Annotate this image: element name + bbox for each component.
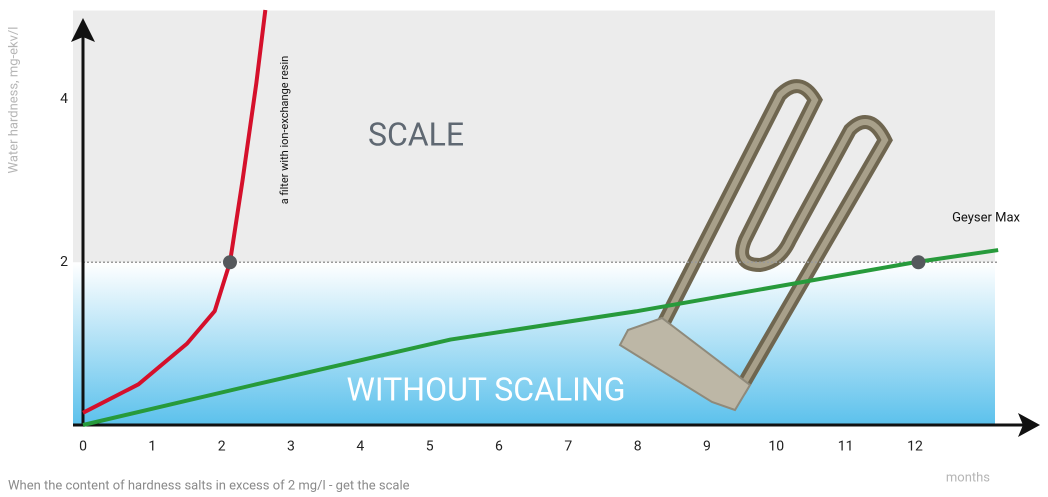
highlight-point — [911, 255, 926, 270]
y-axis-label: Water hardness, mg-ekv/l — [6, 27, 21, 174]
line — [82, 9, 268, 415]
x-axis-arrow — [1018, 413, 1040, 437]
x-tick-label: 2 — [218, 439, 226, 455]
x-tick-label: 0 — [79, 439, 87, 455]
series-label: a filter with ion-exchange resin — [278, 56, 291, 204]
x-tick-label: 9 — [703, 439, 711, 455]
region-label: WITHOUT SCALING — [347, 370, 626, 408]
heating-element-illustration — [618, 79, 893, 412]
x-tick-label: 6 — [495, 439, 503, 455]
series-label: Geyser Max — [952, 210, 1020, 225]
y-axis-arrow — [71, 18, 95, 42]
x-tick-label: 11 — [838, 439, 854, 455]
line — [82, 248, 999, 427]
safe-region — [73, 262, 995, 425]
x-tick-label: 1 — [148, 439, 156, 455]
region-label: SCALE — [368, 115, 464, 153]
x-tick-label: 8 — [634, 439, 642, 455]
x-axis-label: months — [946, 470, 990, 485]
x-tick-label: 5 — [426, 439, 434, 455]
y-tick-label: 4 — [60, 91, 68, 107]
x-tick-label: 7 — [564, 439, 572, 455]
x-tick-label: 4 — [356, 439, 364, 455]
x-tick-label: 10 — [768, 439, 784, 455]
footnote: When the content of hardness salts in ex… — [8, 478, 410, 493]
y-tick-label: 2 — [60, 254, 68, 270]
x-tick-label: 12 — [907, 439, 923, 455]
x-tick-label: 3 — [287, 439, 295, 455]
highlight-point — [222, 255, 237, 270]
